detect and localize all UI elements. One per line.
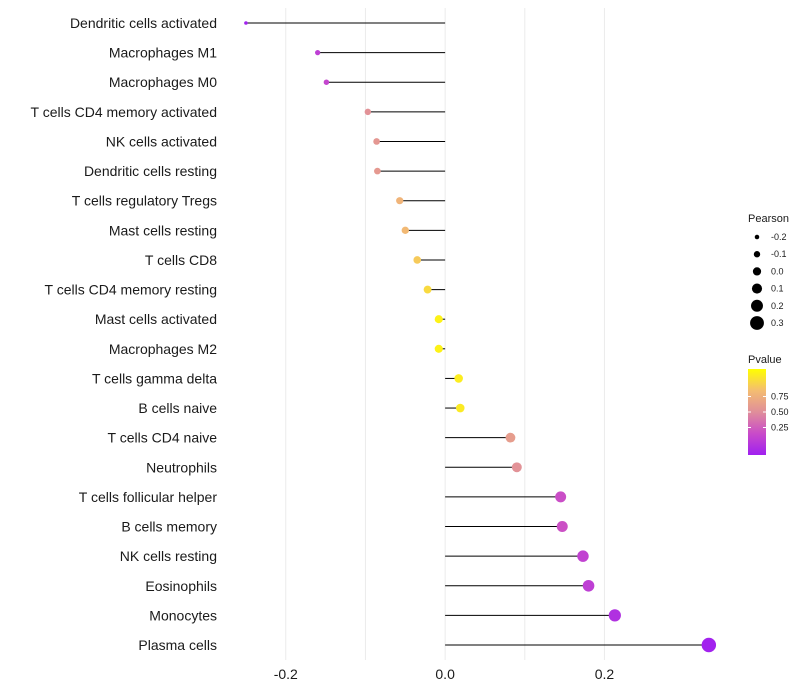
pearson-legend-label: -0.1 xyxy=(771,249,787,259)
category-label: T cells gamma delta xyxy=(92,370,217,386)
category-label: B cells naive xyxy=(138,400,217,416)
pvalue-legend-label: 0.50 xyxy=(771,407,789,417)
category-label: Plasma cells xyxy=(138,637,217,653)
pearson-legend-key xyxy=(754,234,760,240)
pearson-legend-label: -0.2 xyxy=(771,232,787,242)
lollipop-point xyxy=(396,197,404,205)
lollipop-point xyxy=(556,521,568,533)
lollipop-point xyxy=(555,491,567,503)
category-label: T cells CD8 xyxy=(145,252,217,268)
category-label: Monocytes xyxy=(149,607,217,623)
category-label: Macrophages M1 xyxy=(109,45,217,61)
pearson-legend-key xyxy=(753,251,761,258)
category-label: Dendritic cells resting xyxy=(84,163,217,179)
pearson-legend-label: 0.0 xyxy=(771,266,784,276)
lollipop-point xyxy=(364,108,372,116)
category-label: Eosinophils xyxy=(145,578,217,594)
lollipop-point xyxy=(373,138,380,145)
pearson-legend-label: 0.2 xyxy=(771,301,784,311)
category-label: Neutrophils xyxy=(146,459,217,475)
lollipop-point xyxy=(511,462,522,473)
category-label: Mast cells resting xyxy=(109,222,217,238)
pvalue-legend-label: 0.25 xyxy=(771,423,789,433)
pvalue-legend-label: 0.75 xyxy=(771,392,789,402)
lollipop-point xyxy=(374,167,381,175)
category-labels: Dendritic cells activated Macrophages M1 M… xyxy=(31,15,218,653)
pvalue-legend-title: Pvalue xyxy=(748,354,782,366)
lollipop-point xyxy=(434,344,443,353)
pearson-legend-label: 0.1 xyxy=(771,284,784,294)
pearson-legend-key xyxy=(750,316,764,330)
x-tick-label: -0.2 xyxy=(274,666,298,682)
category-label: Macrophages M0 xyxy=(109,74,217,90)
category-label: Mast cells activated xyxy=(95,311,217,327)
category-label: Dendritic cells activated xyxy=(70,15,217,31)
lollipop-point xyxy=(401,226,409,234)
lollipop-point xyxy=(455,403,465,413)
category-label: B cells memory xyxy=(121,519,217,535)
lollipop-point xyxy=(413,256,422,264)
pearson-legend-label: 0.3 xyxy=(771,318,784,328)
lollipop-point xyxy=(244,21,248,25)
lollipop-point xyxy=(423,285,432,294)
x-tick-label: 0.0 xyxy=(435,666,455,682)
lollipop-point xyxy=(434,315,443,324)
lollipop-point xyxy=(608,609,621,622)
pearson-legend-title: Pearson xyxy=(748,213,789,225)
x-tick-label: 0.2 xyxy=(595,666,615,682)
lollipop-point xyxy=(701,637,717,653)
lollipop-point xyxy=(582,579,595,592)
category-label: NK cells resting xyxy=(120,548,217,564)
pvalue-color-legend: Pvalue 0.75 0.50 0.25 xyxy=(748,354,789,455)
gridlines xyxy=(285,8,605,660)
pearson-legend-key xyxy=(751,283,763,294)
category-label: T cells CD4 memory resting xyxy=(45,282,217,298)
category-label: Macrophages M2 xyxy=(109,341,217,357)
lollipop-points xyxy=(244,21,717,653)
category-label: NK cells activated xyxy=(106,133,217,149)
pearson-size-legend: Pearson -0.2 -0.1 0.0 0.1 0.2 0.3 xyxy=(748,213,789,330)
category-label: T cells follicular helper xyxy=(79,489,218,505)
lollipop-point xyxy=(323,79,330,85)
lollipop-point xyxy=(577,550,589,562)
lollipop-segments xyxy=(245,22,709,646)
category-label: T cells CD4 memory activated xyxy=(31,104,217,120)
lollipop-point xyxy=(505,432,516,443)
pvalue-colorbar xyxy=(748,369,766,455)
category-label: T cells CD4 naive xyxy=(108,430,218,446)
pearson-legend-key xyxy=(752,267,762,276)
lollipop-point xyxy=(454,374,463,383)
pearson-legend-key xyxy=(751,299,763,312)
lollipop-point xyxy=(315,49,321,56)
category-label: T cells regulatory Tregs xyxy=(72,193,217,209)
x-axis-tick-labels: -0.2 0.0 0.2 xyxy=(274,666,615,682)
